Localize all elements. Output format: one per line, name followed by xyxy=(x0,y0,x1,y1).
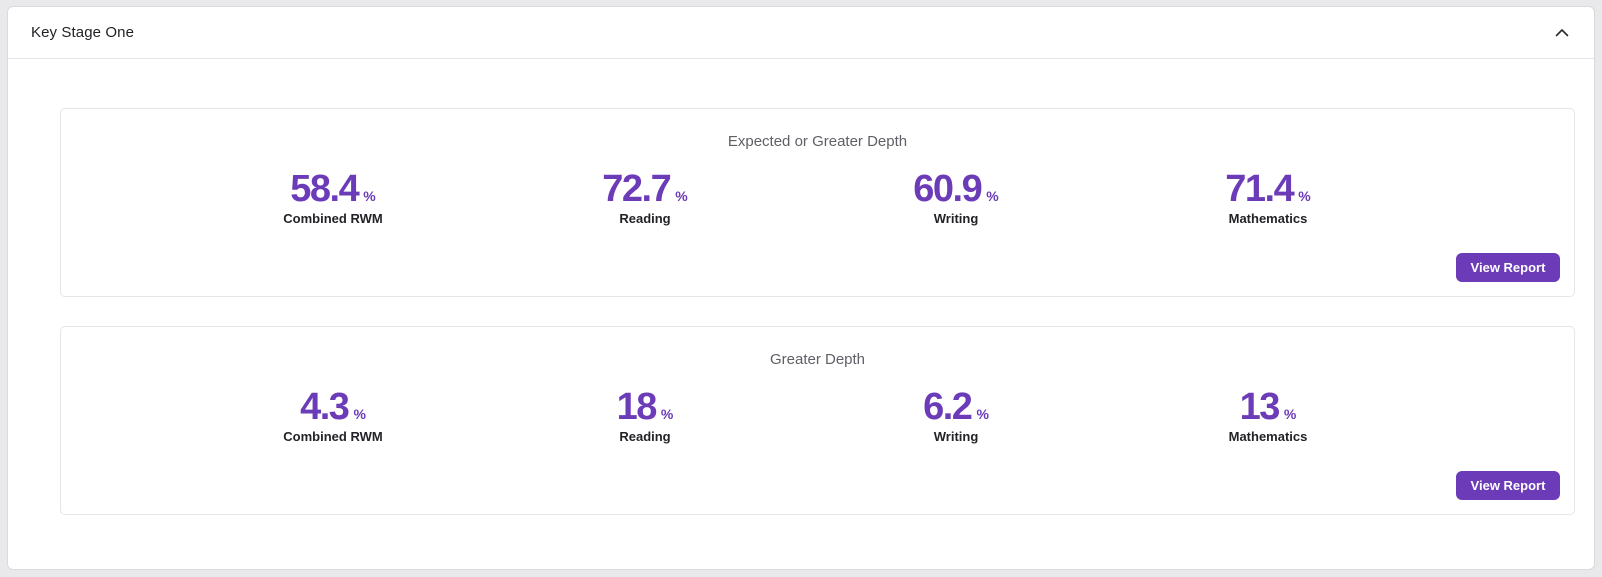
stat-value: 6.2 xyxy=(923,386,973,428)
stat-label: Combined RWM xyxy=(283,429,383,444)
stat-unit: % xyxy=(1283,406,1297,422)
key-stage-panel: Key Stage One Expected or Greater Depth … xyxy=(7,6,1595,570)
stat-label: Writing xyxy=(933,429,979,444)
expected-or-greater-depth-card: Expected or Greater Depth 58.4 % Combine… xyxy=(60,108,1575,297)
stat-unit: % xyxy=(353,406,366,422)
view-report-button[interactable]: View Report xyxy=(1456,253,1560,282)
stat-value: 18 xyxy=(616,386,658,428)
stat-label: Combined RWM xyxy=(283,211,383,226)
stat-writing: 60.9 % Writing xyxy=(846,170,1066,226)
panel-title: Key Stage One xyxy=(31,24,135,41)
stat-value: 72.7 xyxy=(602,168,671,210)
stat-reading: 72.7 % Reading xyxy=(535,170,755,226)
stat-value: 71.4 xyxy=(1225,168,1294,210)
stat-value: 13 xyxy=(1239,386,1281,428)
stat-unit: % xyxy=(986,188,999,204)
stat-unit: % xyxy=(976,406,989,422)
stat-mathematics: 13 % Mathematics xyxy=(1158,388,1378,444)
stat-unit: % xyxy=(660,406,674,422)
chevron-up-icon[interactable] xyxy=(1552,23,1572,43)
stat-writing: 6.2 % Writing xyxy=(846,388,1066,444)
card-title: Expected or Greater Depth xyxy=(727,133,908,150)
stat-value: 60.9 xyxy=(913,168,982,210)
stat-label: Reading xyxy=(619,429,671,444)
stat-unit: % xyxy=(675,188,688,204)
stat-label: Mathematics xyxy=(1228,429,1308,444)
stat-label: Writing xyxy=(933,211,979,226)
stat-value: 4.3 xyxy=(300,386,350,428)
stat-combined-rwm: 58.4 % Combined RWM xyxy=(223,170,443,226)
view-report-button[interactable]: View Report xyxy=(1456,471,1560,500)
stat-label: Mathematics xyxy=(1228,211,1308,226)
greater-depth-card: Greater Depth 4.3 % Combined RWM 18 % Re… xyxy=(60,326,1575,515)
stat-mathematics: 71.4 % Mathematics xyxy=(1158,170,1378,226)
stat-combined-rwm: 4.3 % Combined RWM xyxy=(223,388,443,444)
stat-unit: % xyxy=(363,188,376,204)
stat-unit: % xyxy=(1298,188,1311,204)
panel-body: Expected or Greater Depth 58.4 % Combine… xyxy=(8,59,1594,515)
card-title: Greater Depth xyxy=(769,351,866,368)
stat-value: 58.4 xyxy=(290,168,359,210)
stat-reading: 18 % Reading xyxy=(535,388,755,444)
stat-label: Reading xyxy=(619,211,671,226)
panel-header[interactable]: Key Stage One xyxy=(8,7,1594,59)
